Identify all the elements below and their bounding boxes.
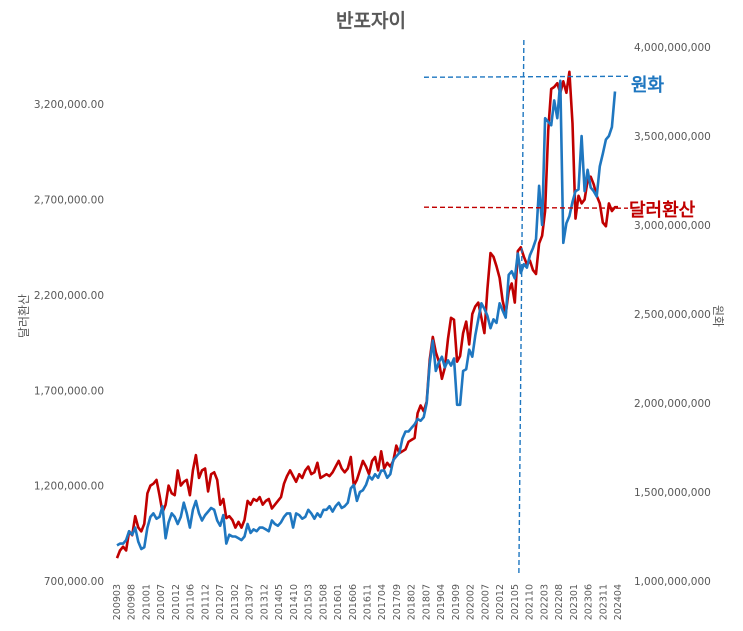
x-tick-label: 201601 bbox=[333, 584, 344, 620]
x-tick-label: 201207 bbox=[215, 584, 226, 620]
y-right-axis: 1,000,000,000 1,500,000,000 2,000,000,000 2… bbox=[634, 42, 711, 588]
y-right-tick-label: 3,000,000,000 bbox=[634, 220, 711, 232]
x-tick-label: 202311 bbox=[598, 584, 609, 620]
x-tick-label: 202203 bbox=[539, 584, 550, 620]
x-tick-label: 201012 bbox=[171, 584, 182, 620]
x-tick-label: 201807 bbox=[421, 584, 432, 620]
y-right-tick-label: 4,000,000,000 bbox=[634, 42, 711, 54]
y-left-tick-label: 2,200,000.00 bbox=[34, 290, 104, 302]
y-left-tick-label: 1,200,000.00 bbox=[34, 481, 104, 493]
x-tick-label: 201307 bbox=[245, 584, 256, 620]
x-tick-label: 202301 bbox=[569, 584, 580, 620]
x-tick-label: 201001 bbox=[141, 584, 152, 620]
x-tick-label: 202110 bbox=[525, 584, 536, 620]
x-tick-label: 201606 bbox=[348, 584, 359, 620]
chart-title: 반포자이 bbox=[336, 10, 406, 32]
x-tick-label: 202105 bbox=[510, 584, 521, 620]
x-tick-label: 202007 bbox=[480, 584, 491, 620]
x-tick-label: 202306 bbox=[584, 584, 595, 620]
x-tick-label: 202404 bbox=[613, 584, 624, 620]
x-tick-label: 202002 bbox=[466, 584, 477, 620]
annotation-won: 원화 bbox=[631, 75, 665, 96]
won-guide-line bbox=[423, 75, 629, 78]
y-left-tick-label: 2,700,000.00 bbox=[34, 195, 104, 207]
x-tick-label: 201106 bbox=[186, 584, 197, 620]
y-left-tick-label: 1,700,000.00 bbox=[34, 385, 104, 397]
guide-lines bbox=[423, 39, 629, 577]
usd-guide-line bbox=[423, 206, 629, 209]
x-tick-label: 200903 bbox=[112, 584, 123, 620]
x-tick-label: 201704 bbox=[377, 584, 388, 620]
x-tick-label: 202012 bbox=[495, 584, 506, 620]
y-right-tick-label: 1,000,000,000 bbox=[634, 576, 711, 588]
y-left-tick-label: 700,000.00 bbox=[44, 576, 104, 588]
x-tick-label: 202208 bbox=[554, 584, 565, 620]
y-left-axis: 700,000.00 1,200,000.00 1,700,000.00 2,200,… bbox=[34, 99, 104, 588]
y-right-tick-label: 3,500,000,000 bbox=[634, 131, 711, 143]
x-axis: 200903 200908 201001 201007 201012 201106 2011… bbox=[112, 584, 624, 620]
y-right-axis-label: 원화 bbox=[711, 305, 725, 327]
x-tick-label: 201503 bbox=[304, 584, 315, 620]
x-tick-label: 200908 bbox=[127, 584, 138, 620]
x-tick-label: 201909 bbox=[451, 584, 462, 620]
y-left-axis-label: 달러환산 bbox=[17, 294, 31, 338]
annotation-usd: 달러환산 bbox=[629, 199, 696, 221]
series-krw-line bbox=[116, 79, 617, 551]
x-tick-label: 201904 bbox=[436, 584, 447, 620]
x-tick-label: 201112 bbox=[200, 584, 211, 620]
x-tick-label: 201405 bbox=[274, 584, 285, 620]
x-tick-label: 201410 bbox=[289, 584, 300, 620]
x-tick-label: 201007 bbox=[156, 584, 167, 620]
series-usd-line bbox=[115, 70, 618, 559]
y-right-tick-label: 2,000,000,000 bbox=[634, 398, 711, 410]
vertical-guide-line bbox=[518, 39, 525, 577]
x-tick-label: 201802 bbox=[407, 584, 418, 620]
x-tick-label: 201611 bbox=[363, 584, 374, 620]
y-right-tick-label: 2,500,000,000 bbox=[634, 309, 711, 321]
x-tick-label: 201508 bbox=[318, 584, 329, 620]
x-tick-label: 201709 bbox=[392, 584, 403, 620]
series-layer bbox=[115, 70, 618, 559]
y-left-tick-label: 3,200,000.00 bbox=[34, 99, 104, 111]
x-tick-label: 201312 bbox=[259, 584, 270, 620]
y-right-tick-label: 1,500,000,000 bbox=[634, 487, 711, 499]
x-tick-label: 201302 bbox=[230, 584, 241, 620]
